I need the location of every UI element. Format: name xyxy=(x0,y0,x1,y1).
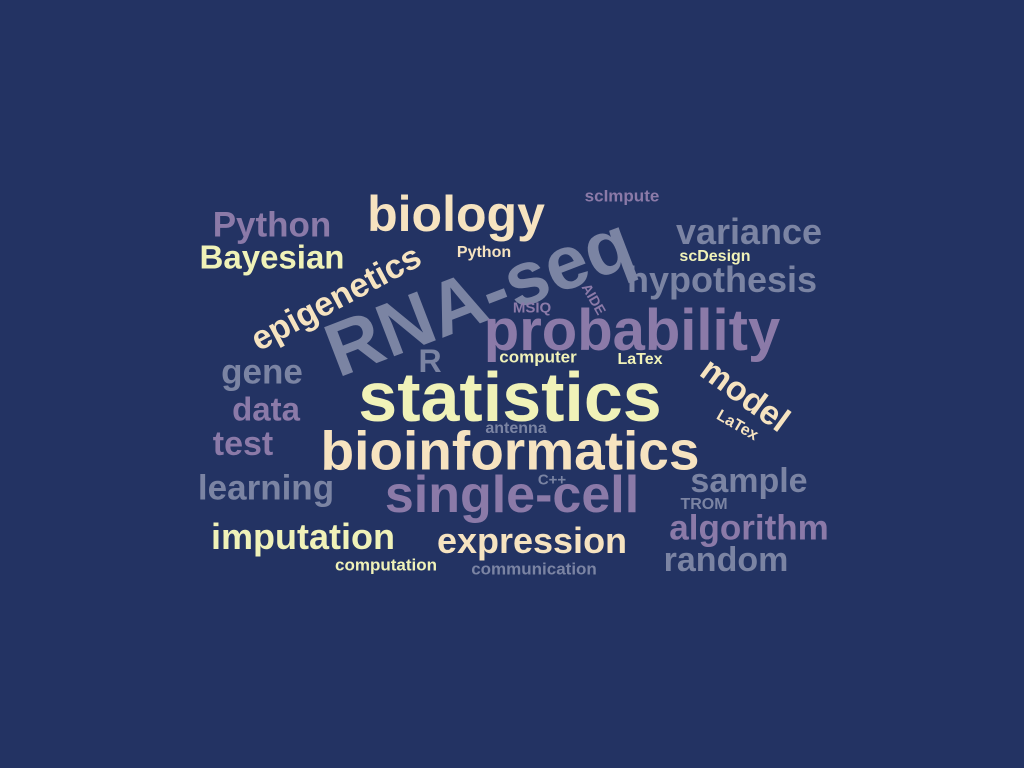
word-gene: gene xyxy=(221,352,303,392)
word-scdesign: scDesign xyxy=(679,248,751,265)
word-python-small: Python xyxy=(456,244,512,261)
word-random: random xyxy=(663,541,789,579)
word-variance: variance xyxy=(675,211,823,252)
word-computation: computation xyxy=(335,555,437,575)
word-r: R xyxy=(418,343,442,379)
word-data: data xyxy=(232,390,300,428)
word-scimpute: scImpute xyxy=(584,186,660,206)
word-bayesian: Bayesian xyxy=(199,238,345,276)
word-computer: computer xyxy=(499,347,577,367)
word-sample: sample xyxy=(690,462,808,500)
word-msiq: MSIQ xyxy=(512,299,552,317)
word-latex-flat: LaTex xyxy=(617,351,663,368)
word-test: test xyxy=(212,425,274,463)
word-trom: TROM xyxy=(680,496,728,513)
word-probability: probability xyxy=(483,298,781,363)
word-single-cell: single-cell xyxy=(384,466,640,524)
word-expression: expression xyxy=(436,520,628,561)
word-learning: learning xyxy=(197,468,335,508)
word-cpp: C++ xyxy=(537,471,567,489)
word-algorithm: algorithm xyxy=(669,508,829,548)
word-antenna: antenna xyxy=(485,420,547,437)
word-bioinformatics: bioinformatics xyxy=(320,419,700,482)
word-statistics: statistics xyxy=(358,358,662,436)
word-hypothesis: hypothesis xyxy=(626,259,818,300)
word-python-large: Python xyxy=(212,205,332,245)
word-biology: biology xyxy=(367,186,545,242)
word-communication: communication xyxy=(471,559,597,579)
word-imputation: imputation xyxy=(211,516,395,557)
